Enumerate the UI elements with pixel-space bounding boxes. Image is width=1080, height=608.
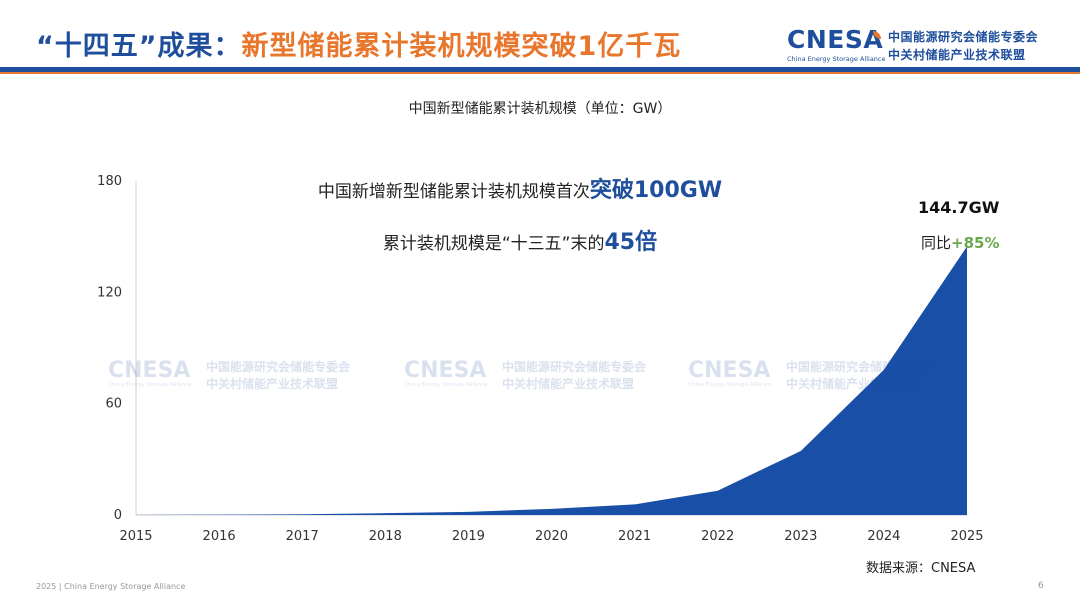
headline-multiple-highlight: 45倍 [604,230,658,255]
x-tick-label: 2016 [203,529,236,544]
y-tick-label: 120 [97,285,122,300]
x-tick-label: 2017 [286,529,319,544]
latest-value-label: 144.7GW [918,198,1000,217]
data-source: 数据来源：CNESA [866,561,976,576]
logo-wordmark: CNESA [787,25,884,54]
leaf-icon [873,31,881,39]
x-tick-label: 2021 [618,529,651,544]
logo-cn-line1: 中国能源研究会储能专委会 [888,30,1039,44]
headline-multiple-text: 累计装机规模是“十三五”末的 [382,234,605,254]
x-tick-label: 2022 [701,529,734,544]
cnesa-logo: CNESA China Energy Storage Alliance 中国能源… [787,26,1077,66]
x-tick-label: 2025 [950,529,983,544]
watermark-cn-line1: 中国能源研究会储能专委会 [786,360,931,374]
title-main: 新型储能累计装机规模突破1亿千瓦 [241,31,682,62]
logo-cn-line2: 中关村储能产业技术联盟 [888,48,1026,62]
watermark-wordmark: CNESA [688,358,771,383]
watermark-subtitle: China Energy Storage Alliance [688,382,772,388]
watermark-logo: CNESA China Energy Storage Alliance 中国能源… [404,358,684,391]
watermark-logo: CNESA China Energy Storage Alliance 中国能源… [688,358,968,391]
footer-text: 2025 | China Energy Storage Alliance [36,582,186,591]
watermark-logo: CNESA China Energy Storage Alliance 中国能源… [108,358,388,391]
slide-title: “十四五”成果：新型储能累计装机规模突破1亿千瓦 [36,24,681,63]
x-tick-label: 2024 [867,529,900,544]
watermark-wordmark: CNESA [404,358,487,383]
title-prefix: “十四五”成果： [36,31,242,62]
y-tick-label: 60 [105,397,122,412]
watermark-wordmark: CNESA [108,358,191,383]
header-band-blue [0,67,1080,72]
yoy-label: 同比 [921,234,952,252]
area-series [136,246,967,516]
header-band-orange [0,72,1080,74]
x-tick-label: 2023 [784,529,817,544]
chart-title: 中国新型储能累计装机规模（单位：GW） [408,101,672,117]
headline-breakthrough-highlight: 突破100GW [589,178,723,203]
watermark-cn-line2: 中关村储能产业技术联盟 [786,377,919,391]
yoy-growth-label: 同比+85% [921,232,1000,253]
headline-multiple: 累计装机规模是“十三五”末的45倍 [0,224,1040,256]
x-tick-label: 2019 [452,529,485,544]
watermark-subtitle: China Energy Storage Alliance [108,382,192,388]
watermark-cn-line2: 中关村储能产业技术联盟 [206,377,339,391]
logo-subtitle: China Energy Storage Alliance [787,55,886,63]
yoy-value: +85% [951,234,1000,252]
headline-breakthrough: 中国新增新型储能累计装机规模首次突破100GW [0,172,1040,204]
headline-breakthrough-text: 中国新增新型储能累计装机规模首次 [317,182,590,202]
page-number: 6 [1038,581,1044,591]
x-tick-label: 2018 [369,529,402,544]
watermark-cn-line1: 中国能源研究会储能专委会 [206,360,351,374]
y-tick-label: 0 [114,508,122,523]
x-tick-label: 2015 [119,529,152,544]
x-tick-label: 2020 [535,529,568,544]
watermark-subtitle: China Energy Storage Alliance [404,382,488,388]
watermark-cn-line1: 中国能源研究会储能专委会 [502,360,647,374]
y-tick-label: 180 [97,174,122,189]
watermark-cn-line2: 中关村储能产业技术联盟 [502,377,635,391]
